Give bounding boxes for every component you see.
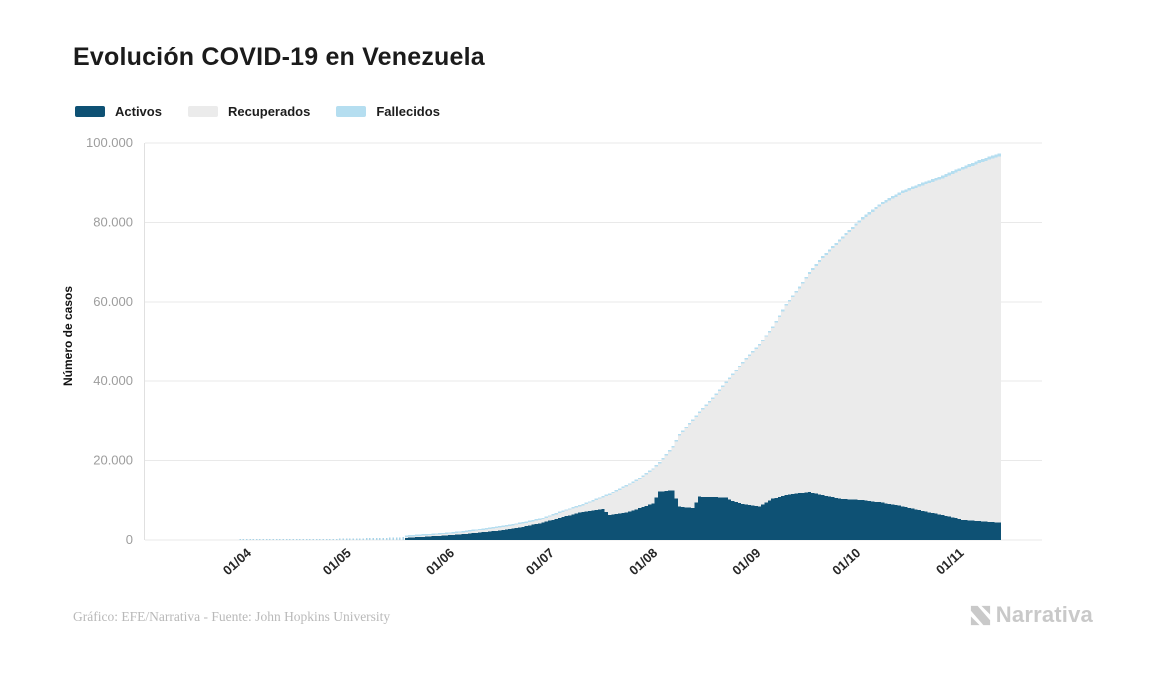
source-credit: Gráfico: EFE/Narrativa - Fuente: John Ho… [73, 609, 391, 624]
legend-swatch [75, 106, 105, 117]
narrativa-logo: Narrativa [969, 602, 1093, 628]
legend-label: Fallecidos [376, 104, 440, 119]
legend-item: Recuperados [187, 104, 311, 119]
legend-swatch [187, 106, 218, 117]
chart-title: Evolución COVID-19 en Venezuela [73, 43, 485, 71]
narrativa-logo-icon [970, 605, 990, 625]
legend-item: Activos [75, 104, 162, 119]
x-tick-label: 01/05 [320, 545, 354, 578]
legend-label: Recuperados [227, 104, 311, 119]
x-tick-label: 01/11 [933, 545, 967, 577]
x-tick-label: 01/09 [729, 545, 763, 578]
y-tick-label: 60.000 [93, 294, 133, 309]
y-tick-label: 0 [126, 532, 133, 547]
x-tick-label: 01/04 [220, 545, 255, 578]
legend: Activos Recuperados Fallecidos [75, 104, 440, 119]
legend-label: Activos [115, 104, 162, 119]
x-tick-label: 01/07 [523, 545, 557, 578]
y-axis-title: Número de casos [61, 286, 75, 386]
y-tick-label: 80.000 [93, 214, 133, 229]
y-tick-label: 100.000 [86, 135, 133, 150]
x-tick-label: 01/08 [626, 545, 660, 578]
legend-item: Fallecidos [336, 104, 440, 119]
y-tick-label: 20.000 [93, 453, 133, 468]
narrativa-logo-text: Narrativa [995, 602, 1093, 627]
y-tick-label: 40.000 [93, 373, 133, 388]
legend-swatch [336, 106, 367, 117]
x-tick-label: 01/06 [423, 545, 457, 578]
x-tick-label: 01/10 [829, 545, 863, 578]
